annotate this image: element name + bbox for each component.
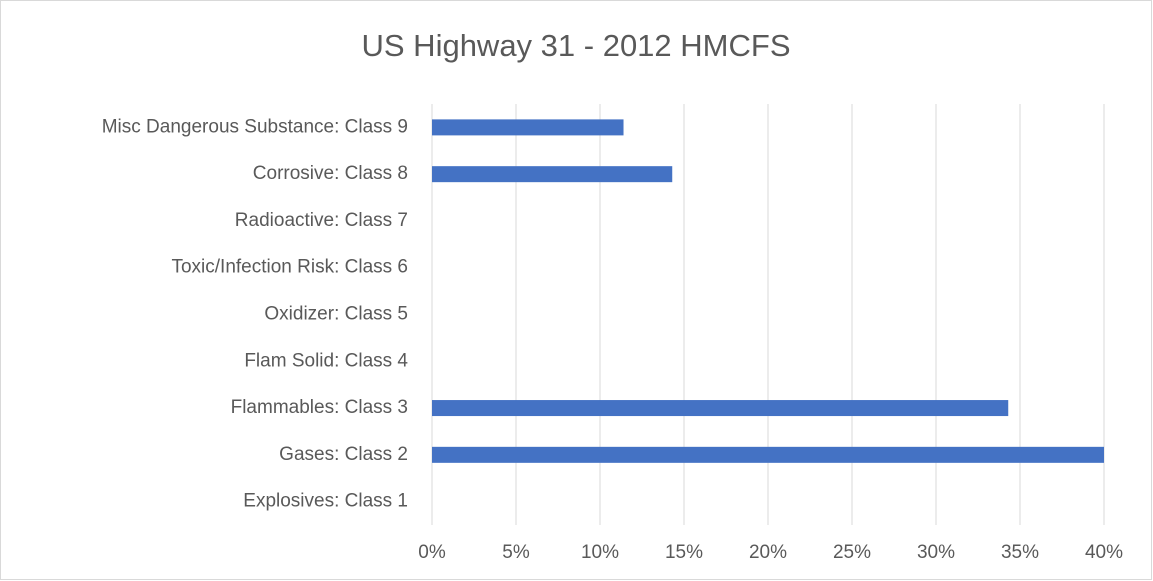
x-tick-label: 5% [502, 542, 530, 563]
y-tick-label: Misc Dangerous Substance: Class 9 [102, 116, 408, 137]
y-tick-label: Radioactive: Class 7 [235, 210, 408, 231]
bar [432, 166, 673, 183]
chart-title: US Highway 31 - 2012 HMCFS [362, 28, 791, 63]
x-tick-label: 10% [581, 542, 619, 563]
bar [432, 446, 1104, 463]
x-tick-label: 25% [833, 542, 871, 563]
bar [432, 119, 624, 136]
x-tick-label: 0% [418, 542, 446, 563]
x-tick-label: 40% [1085, 542, 1123, 563]
x-tick-label: 20% [749, 542, 787, 563]
y-tick-label: Flam Solid: Class 4 [244, 350, 408, 371]
y-tick-label: Toxic/Infection Risk: Class 6 [171, 257, 408, 278]
x-tick-label: 30% [917, 542, 955, 563]
x-tick-label: 35% [1001, 542, 1039, 563]
y-tick-label: Corrosive: Class 8 [253, 163, 408, 184]
y-tick-label: Gases: Class 2 [279, 444, 408, 465]
y-tick-label: Explosives: Class 1 [243, 491, 408, 512]
bar [432, 400, 1009, 417]
y-tick-label: Flammables: Class 3 [231, 397, 408, 418]
y-tick-label: Oxidizer: Class 5 [264, 304, 408, 325]
x-tick-label: 15% [665, 542, 703, 563]
